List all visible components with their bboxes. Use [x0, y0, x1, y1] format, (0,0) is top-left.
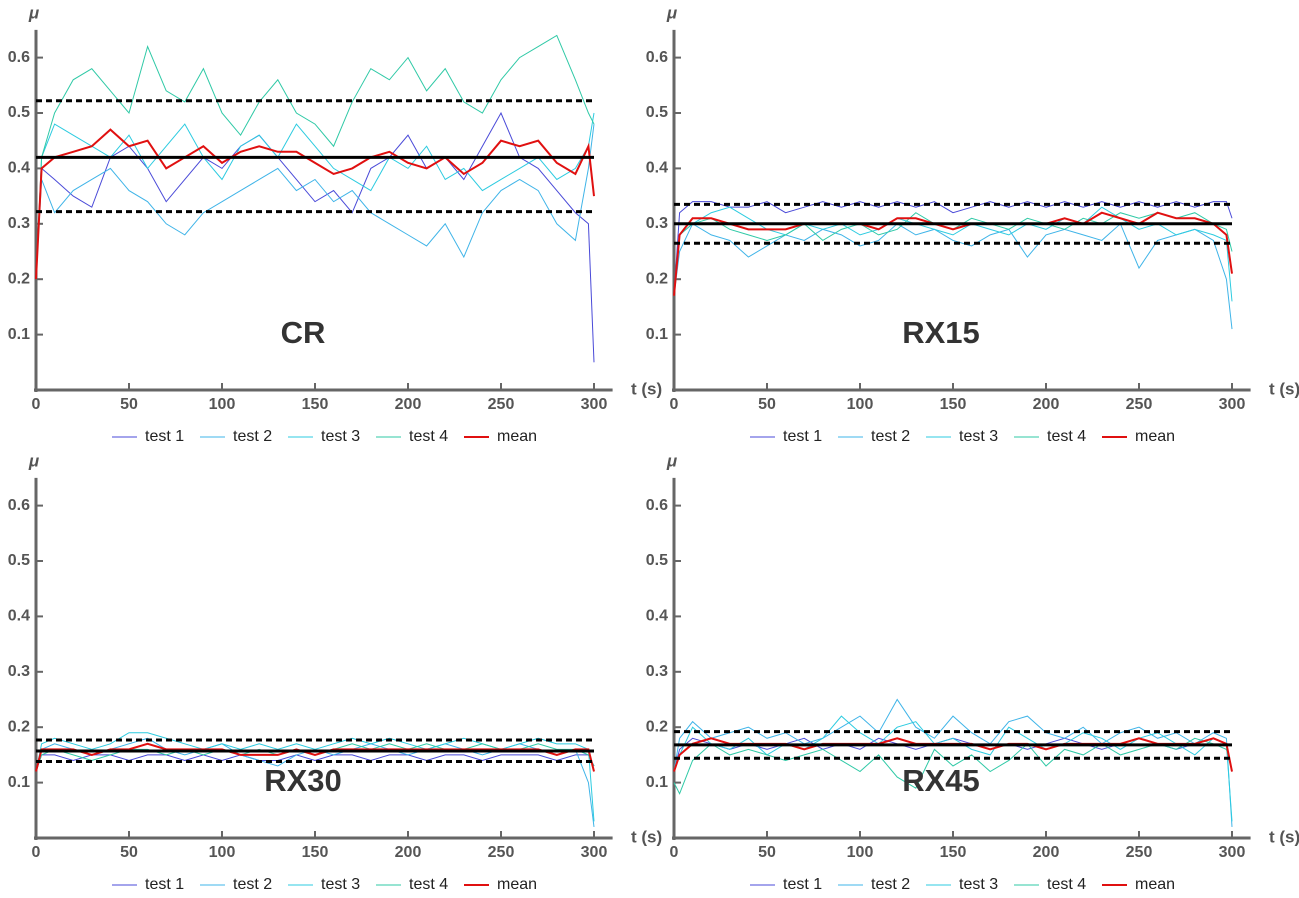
x-tick-label: 300 [581, 396, 608, 413]
y-tick-label: 0.3 [8, 215, 30, 232]
series-line [673, 222, 1233, 330]
series-line [35, 742, 595, 772]
legend-label: test 4 [1047, 876, 1086, 893]
x-tick-label: 200 [1033, 396, 1060, 413]
legend-label: test 1 [783, 876, 822, 893]
panel-label: CR [281, 315, 326, 350]
x-tick-label: 100 [847, 844, 874, 861]
x-tick-label: 250 [488, 396, 515, 413]
legend-label: test 3 [959, 428, 998, 445]
y-tick-label: 0.4 [646, 608, 668, 625]
y-tick-label: 0.5 [8, 104, 30, 121]
legend-label: mean [1135, 428, 1175, 445]
y-axis-label: μ [28, 451, 40, 470]
y-axis-label: μ [28, 3, 40, 22]
y-tick-label: 0.5 [646, 104, 668, 121]
x-tick-label: 0 [32, 396, 41, 413]
x-tick-label: 50 [758, 844, 776, 861]
y-tick-label: 0.3 [8, 663, 30, 680]
x-tick-label: 50 [758, 396, 776, 413]
series-line [35, 124, 595, 280]
x-axis-label: t (s) [631, 827, 662, 846]
panel-label: RX45 [902, 763, 980, 798]
y-tick-label: 0.2 [646, 270, 668, 287]
legend-label: test 1 [783, 428, 822, 445]
x-tick-label: 200 [395, 844, 422, 861]
legend-label: mean [497, 876, 537, 893]
y-tick-label: 0.6 [646, 49, 668, 66]
x-tick-label: 100 [847, 396, 874, 413]
x-tick-label: 150 [302, 844, 329, 861]
legend-label: test 2 [871, 428, 910, 445]
y-tick-label: 0.2 [8, 718, 30, 735]
y-tick-label: 0.6 [8, 49, 30, 66]
legend-label: test 1 [145, 428, 184, 445]
legend-label: test 3 [321, 428, 360, 445]
y-tick-label: 0.5 [646, 552, 668, 569]
y-tick-label: 0.2 [8, 270, 30, 287]
y-tick-label: 0.1 [646, 326, 668, 343]
x-tick-label: 250 [488, 844, 515, 861]
x-tick-label: 0 [670, 396, 679, 413]
x-tick-label: 200 [395, 396, 422, 413]
panel-label: RX15 [902, 315, 980, 350]
legend-label: test 2 [233, 428, 272, 445]
x-tick-label: 50 [120, 396, 138, 413]
y-tick-label: 0.1 [8, 326, 30, 343]
x-tick-label: 200 [1033, 844, 1060, 861]
y-tick-label: 0.1 [8, 774, 30, 791]
legend-label: mean [1135, 876, 1175, 893]
x-axis-label: t (s) [1269, 827, 1299, 846]
x-tick-label: 0 [32, 844, 41, 861]
x-tick-label: 250 [1126, 844, 1153, 861]
series-line [35, 754, 595, 772]
x-tick-label: 100 [209, 844, 236, 861]
y-tick-label: 0.1 [646, 774, 668, 791]
y-tick-label: 0.6 [646, 497, 668, 514]
y-tick-label: 0.4 [8, 608, 30, 625]
series-line [673, 206, 1233, 302]
y-tick-label: 0.2 [646, 718, 668, 735]
x-tick-label: 0 [670, 844, 679, 861]
series-line [35, 112, 595, 280]
x-tick-label: 300 [581, 844, 608, 861]
legend-label: test 2 [233, 876, 272, 893]
legend-label: test 4 [409, 428, 448, 445]
series-line [673, 211, 1233, 296]
x-tick-label: 50 [120, 844, 138, 861]
x-tick-label: 150 [940, 844, 967, 861]
y-axis-label: μ [666, 451, 678, 470]
y-tick-label: 0.3 [646, 215, 668, 232]
x-tick-label: 300 [1219, 396, 1246, 413]
series-line [35, 128, 595, 280]
legend-label: test 3 [959, 876, 998, 893]
legend-label: test 4 [1047, 428, 1086, 445]
x-tick-label: 250 [1126, 396, 1153, 413]
series-line [35, 111, 595, 363]
legend-label: mean [497, 428, 537, 445]
legend-label: test 4 [409, 876, 448, 893]
y-axis-label: μ [666, 3, 678, 22]
x-tick-label: 150 [302, 396, 329, 413]
y-tick-label: 0.4 [8, 160, 30, 177]
y-tick-label: 0.6 [8, 497, 30, 514]
y-tick-label: 0.4 [646, 160, 668, 177]
series-line [35, 34, 595, 280]
x-axis-label: t (s) [1269, 379, 1299, 398]
x-axis-label: t (s) [631, 379, 662, 398]
legend-label: test 1 [145, 876, 184, 893]
panel-label: RX30 [264, 763, 342, 798]
legend-label: test 2 [871, 876, 910, 893]
legend-label: test 3 [321, 876, 360, 893]
y-tick-label: 0.3 [646, 663, 668, 680]
x-tick-label: 100 [209, 396, 236, 413]
y-tick-label: 0.5 [8, 552, 30, 569]
x-tick-label: 300 [1219, 844, 1246, 861]
x-tick-label: 150 [940, 396, 967, 413]
